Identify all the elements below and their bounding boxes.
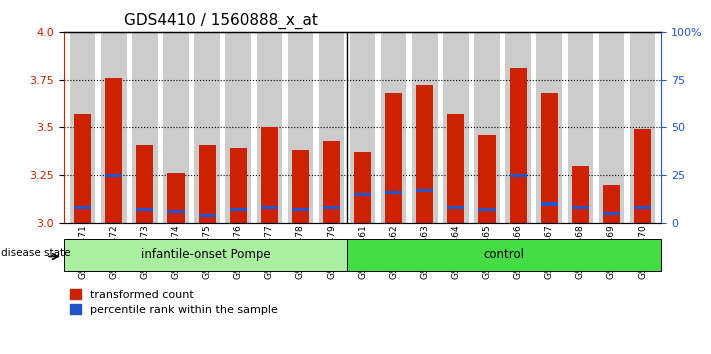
Bar (350, 32, 375, 223)
Bar (447, 206, 464, 210)
Bar (74, 206, 91, 210)
Bar (443, 32, 469, 223)
Bar (319, 32, 344, 223)
Bar (257, 32, 282, 223)
Bar (506, 32, 531, 223)
Bar (599, 32, 624, 223)
Bar (230, 148, 247, 223)
Legend: transformed count, percentile rank within the sample: transformed count, percentile rank withi… (70, 289, 277, 315)
Bar (634, 129, 651, 223)
Bar (323, 141, 340, 223)
Bar (64, 239, 347, 271)
Bar (74, 114, 91, 223)
Text: control: control (483, 249, 525, 261)
Bar (540, 93, 558, 223)
Bar (630, 32, 656, 223)
Bar (70, 32, 95, 223)
Bar (137, 208, 154, 211)
Bar (292, 208, 309, 211)
Bar (354, 152, 371, 223)
Bar (230, 208, 247, 211)
Text: infantile-onset Pompe: infantile-onset Pompe (141, 249, 270, 261)
Bar (132, 32, 158, 223)
Bar (385, 191, 402, 194)
Bar (603, 185, 620, 223)
Bar (167, 210, 185, 213)
Bar (198, 145, 215, 223)
Bar (292, 150, 309, 223)
Bar (567, 32, 593, 223)
Bar (261, 127, 278, 223)
Bar (537, 32, 562, 223)
Bar (385, 93, 402, 223)
Bar (105, 173, 122, 177)
Bar (354, 193, 371, 196)
Bar (101, 32, 127, 223)
Bar (288, 32, 313, 223)
Bar (479, 135, 496, 223)
Bar (167, 173, 185, 223)
Bar (572, 206, 589, 210)
Bar (412, 32, 437, 223)
Bar (572, 166, 589, 223)
Bar (447, 114, 464, 223)
Bar (198, 214, 215, 217)
Bar (194, 32, 220, 223)
Bar (137, 145, 154, 223)
Bar (510, 68, 527, 223)
Bar (603, 212, 620, 215)
Bar (479, 208, 496, 211)
Bar (323, 206, 340, 210)
Bar (261, 206, 278, 210)
Bar (634, 206, 651, 210)
Bar (164, 32, 188, 223)
Bar (474, 32, 500, 223)
Bar (540, 202, 558, 206)
Bar (381, 32, 407, 223)
Bar (416, 85, 434, 223)
Bar (105, 78, 122, 223)
Bar (347, 239, 661, 271)
Text: GDS4410 / 1560888_x_at: GDS4410 / 1560888_x_at (124, 13, 318, 29)
Bar (225, 32, 251, 223)
Bar (416, 189, 434, 192)
Text: disease state: disease state (1, 248, 71, 258)
Bar (510, 173, 527, 177)
